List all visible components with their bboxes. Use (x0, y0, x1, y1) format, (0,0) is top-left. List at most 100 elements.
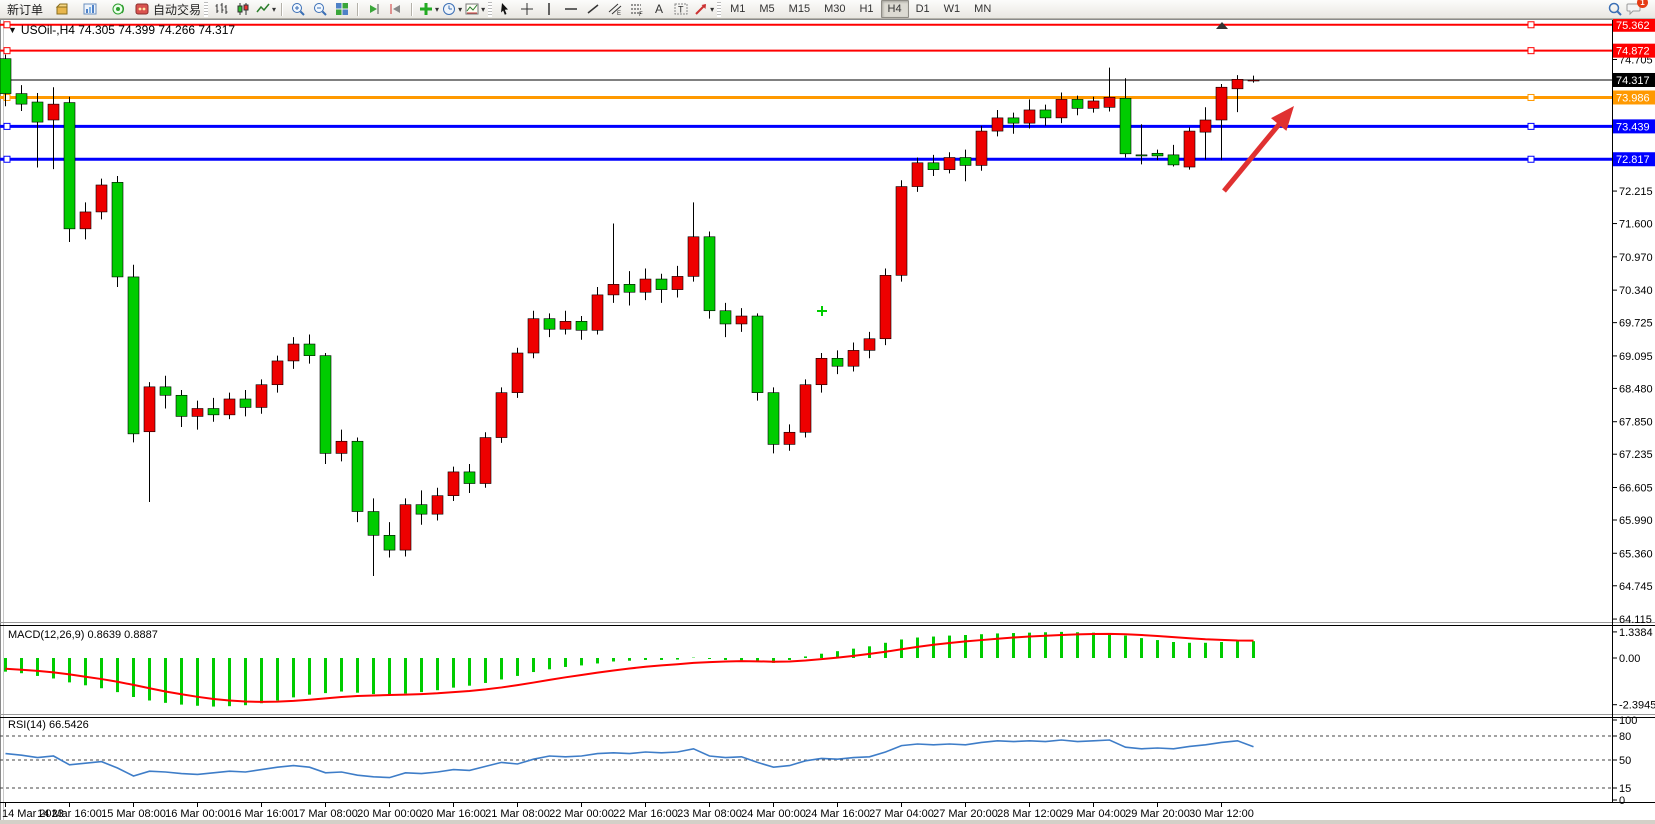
tile-windows-icon (334, 1, 350, 17)
timeframe-button-h4[interactable]: H4 (880, 0, 909, 18)
chart-shift-marker[interactable] (1216, 22, 1228, 29)
search-button[interactable] (1604, 0, 1626, 19)
zoom-in-button[interactable] (287, 0, 309, 19)
vertical-line-icon (541, 1, 557, 17)
market-watch-button[interactable] (79, 0, 101, 19)
hline-anchor[interactable] (1527, 21, 1535, 29)
bar-chart-button[interactable] (210, 0, 232, 19)
channel-button[interactable]: E (604, 0, 626, 19)
svg-text:23 Mar 08:00: 23 Mar 08:00 (677, 808, 742, 820)
price-tag-75.362: 75.362 (1613, 17, 1655, 32)
dropdown-caret-icon[interactable]: ▾ (435, 4, 440, 14)
auto-scroll-button[interactable] (363, 0, 385, 19)
svg-text:73.986: 73.986 (1616, 92, 1650, 104)
dropdown-caret-icon[interactable]: ▾ (481, 4, 486, 14)
hline-anchor[interactable] (3, 155, 11, 163)
hline-anchor[interactable] (1527, 155, 1535, 163)
toolbar-separator (357, 2, 360, 16)
hline-73.439[interactable] (0, 122, 1612, 130)
trendline-button[interactable] (582, 0, 604, 19)
crosshair-button[interactable] (516, 0, 538, 19)
macd-pane[interactable]: 1.3384 0.00 -2.3945 (4, 627, 1655, 712)
signals-button[interactable] (107, 0, 129, 19)
hline-anchor[interactable] (3, 47, 11, 55)
toolbar-grip (717, 1, 722, 17)
price-axis[interactable]: 74.70572.21571.60070.97070.34069.72569.0… (1612, 17, 1655, 626)
hline-anchor[interactable] (3, 93, 11, 101)
bar-chart-icon (213, 1, 229, 17)
text-button[interactable]: A (648, 0, 670, 19)
timeframe-button-h1[interactable]: H1 (859, 3, 874, 15)
periods-button[interactable]: ▾ (440, 0, 463, 19)
svg-text:71.600: 71.600 (1619, 219, 1653, 231)
periods-icon (441, 1, 457, 17)
timeframe-button-m15[interactable]: M15 (788, 3, 811, 15)
cursor-button[interactable] (494, 0, 516, 19)
text-label-icon: T (673, 1, 689, 17)
indicators-button[interactable]: ▾ (417, 0, 440, 19)
svg-text:24 Mar 16:00: 24 Mar 16:00 (805, 808, 870, 820)
hline-72.817[interactable] (0, 155, 1612, 163)
hline-anchor[interactable] (1527, 93, 1535, 101)
svg-text:70.340: 70.340 (1619, 285, 1653, 297)
svg-text:T: T (678, 5, 684, 15)
svg-text:72.817: 72.817 (1616, 154, 1650, 166)
rsi-pane[interactable]: 100 80 50 150 (0, 715, 1637, 807)
trend-arrow[interactable] (1222, 106, 1294, 193)
notifications-button[interactable]: 1 (1626, 0, 1648, 19)
fibonacci-button[interactable]: F (626, 0, 648, 19)
chart-shift-icon (388, 1, 404, 17)
hline-anchor[interactable] (1527, 47, 1535, 55)
plus-marker[interactable] (817, 306, 827, 316)
autotrading-label: 自动交易 (153, 2, 202, 17)
autotrading-button[interactable]: 自动交易 (133, 0, 202, 19)
timeframe-button-m5[interactable]: M5 (759, 3, 775, 15)
text-label-button[interactable]: T (670, 0, 692, 19)
hline-anchor[interactable] (3, 122, 11, 130)
dropdown-caret-icon[interactable]: ▾ (272, 4, 277, 14)
hline-75.362[interactable] (0, 21, 1612, 29)
tile-windows-button[interactable] (331, 0, 353, 19)
hline-74.872[interactable] (0, 47, 1612, 55)
svg-text:67.850: 67.850 (1619, 417, 1653, 429)
toolbar-grip (488, 1, 493, 17)
channel-icon: E (607, 1, 623, 17)
crosshair-icon (519, 1, 535, 17)
arrows-button[interactable]: ▾ (692, 0, 715, 19)
macd-signal-line (5, 632, 1254, 703)
dropdown-caret-icon[interactable]: ▾ (458, 4, 463, 14)
timeframe-button-m30[interactable]: M30 (824, 3, 846, 15)
timeframe-button-mn[interactable]: MN (974, 3, 992, 15)
svg-text:-2.3945: -2.3945 (1619, 700, 1655, 712)
hline-anchor[interactable] (1527, 122, 1535, 130)
svg-text:E: E (617, 11, 621, 17)
chart-shift-button[interactable] (385, 0, 407, 19)
price-tag-73.986: 73.986 (1613, 90, 1655, 105)
timeframe-button-m1[interactable]: M1 (730, 3, 746, 15)
new-order-button[interactable]: 新订单 (7, 2, 44, 17)
zoom-out-button[interactable] (309, 0, 331, 19)
one-click-trading-toggle[interactable]: ▼ (8, 25, 17, 35)
templates-button[interactable]: ▾ (463, 0, 486, 19)
line-chart-button[interactable]: ▾ (254, 0, 277, 19)
gold-cube-button[interactable] (51, 0, 73, 19)
vertical-line-button[interactable] (538, 0, 560, 19)
candlestick-button[interactable] (232, 0, 254, 19)
macd-indicator-label: MACD(12,26,9) 0.8639 0.8887 (8, 629, 158, 641)
text-icon: A (651, 1, 667, 17)
price-tag-74.872: 74.872 (1613, 43, 1655, 58)
timeframe-button-w1[interactable]: W1 (943, 3, 961, 15)
price-tag-73.439: 73.439 (1613, 119, 1655, 134)
hline-anchor[interactable] (3, 21, 11, 29)
price-pane[interactable] (0, 21, 1612, 576)
timeframe-button-d1[interactable]: D1 (915, 3, 930, 15)
hline-73.986[interactable] (0, 93, 1612, 101)
svg-text:14 Mar 16:00: 14 Mar 16:00 (37, 808, 102, 820)
horizontal-line-button[interactable] (560, 0, 582, 19)
svg-text:16 Mar 00:00: 16 Mar 00:00 (165, 808, 230, 820)
toolbar-separator (281, 2, 284, 16)
svg-text:80: 80 (1619, 731, 1631, 743)
dropdown-caret-icon[interactable]: ▾ (710, 4, 715, 14)
